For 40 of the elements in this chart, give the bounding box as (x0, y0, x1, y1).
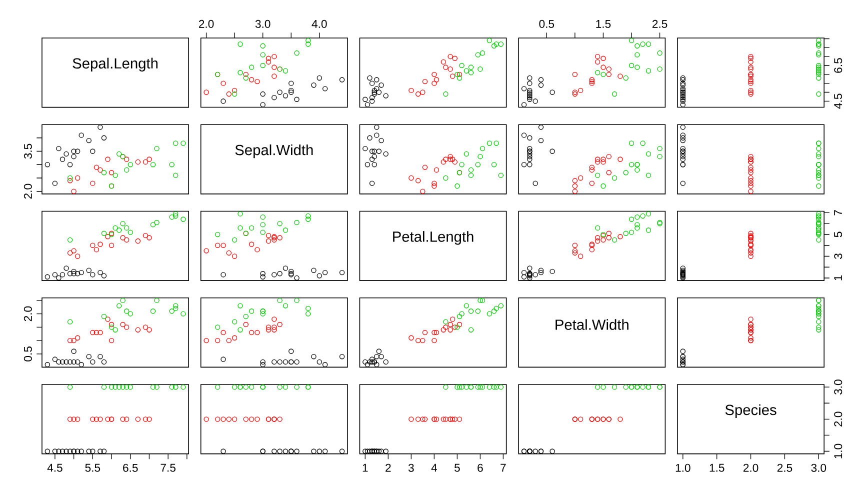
x-tick-label: 2 (386, 464, 391, 472)
x-tick-label: 5.5 (85, 464, 100, 472)
x-tick-label: 6 (478, 464, 483, 472)
x-tick-label: 1 (362, 464, 368, 472)
x-tick-label: 3 (408, 464, 414, 472)
text: Sepal.Length (72, 58, 158, 72)
y-tick-label: 3.0 (834, 380, 842, 395)
x-tick-label: 2.5 (652, 20, 668, 28)
x-tick-label: 3.0 (255, 20, 270, 28)
x-tick-label: 6.5 (123, 464, 138, 472)
y-tick-label: 7 (834, 210, 842, 216)
x-tick-label: 1.5 (596, 20, 611, 28)
y-tick-label: 3 (834, 254, 842, 260)
y-tick-label: 5 (834, 232, 842, 238)
text: Sepal.Width (235, 144, 313, 158)
x-tick-label: 7 (500, 464, 506, 472)
y-tick-label: 1 (834, 275, 842, 280)
y-tick-label: 2.0 (24, 184, 32, 199)
x-tick-label: 1.5 (710, 464, 724, 472)
y-tick-label: 1.0 (834, 444, 842, 458)
text: Species (725, 404, 776, 418)
y-tick-label: 2.0 (24, 306, 32, 322)
y-tick-label: 2.0 (834, 412, 842, 427)
y-tick-label: 3.5 (24, 144, 32, 159)
y-tick-label: 4.5 (834, 94, 842, 109)
x-tick-label: 4.0 (312, 20, 327, 28)
x-tick-label: 2.0 (743, 464, 758, 472)
x-tick-label: 7.5 (160, 464, 176, 472)
x-tick-label: 2.5 (777, 464, 792, 472)
x-tick-label: 4 (431, 464, 438, 472)
x-tick-label: 0.5 (539, 20, 554, 28)
x-tick-label: 1.0 (676, 464, 690, 472)
y-tick-label: 0.5 (24, 346, 32, 362)
x-tick-label: 3.0 (811, 464, 826, 472)
text: Petal.Width (556, 319, 628, 330)
y-tick-label: 6.5 (834, 58, 842, 73)
text: Petal.Length (393, 231, 474, 245)
x-tick-label: 4.5 (47, 464, 62, 472)
x-tick-label: 2.0 (198, 20, 214, 28)
x-tick-label: 5 (454, 464, 460, 472)
